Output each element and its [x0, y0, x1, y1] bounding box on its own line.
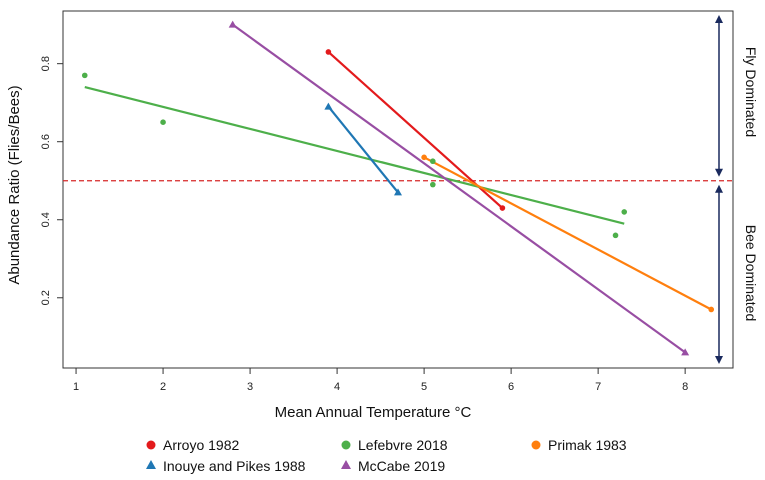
data-point-mccabe-2019 [228, 20, 237, 28]
x-tick-label: 7 [595, 381, 601, 393]
data-point-lefebvre-2018 [160, 119, 166, 125]
plot-frame [62, 10, 734, 369]
legend-label-primak-1983: Primak 1983 [548, 437, 627, 453]
x-tick-label: 5 [421, 381, 427, 393]
y-tick-label: 0.4 [40, 212, 52, 227]
x-tick-label: 8 [682, 381, 688, 393]
arrow-fly-dominated-head-down [715, 168, 723, 177]
arrow-bee-dominated-head-up [715, 184, 723, 193]
data-point-primak-1983 [421, 154, 427, 161]
y-tick-label: 0.8 [40, 56, 52, 71]
y-tick-label: 0.2 [40, 290, 52, 305]
fit-line-primak-1983 [423, 156, 712, 311]
data-point-lefebvre-2018 [430, 181, 436, 188]
legend-item-lefebvre-2018: Lefebvre 2018 [341, 437, 448, 453]
x-axis-title: Mean Annual Temperature °C [275, 404, 472, 421]
data-point-inouye-and-pikes-1988 [324, 102, 333, 110]
data-point-inouye-and-pikes-1988 [394, 188, 402, 196]
fit-line-mccabe-2019 [232, 23, 686, 354]
legend-label-mccabe-2019: McCabe 2019 [358, 458, 445, 474]
legend-item-inouye-and-pikes-1988: Inouye and Pikes 1988 [146, 458, 306, 474]
data-point-arroyo-1982 [499, 205, 506, 211]
legend-item-arroyo-1982: Arroyo 1982 [146, 437, 239, 453]
data-point-lefebvre-2018 [81, 72, 88, 79]
fly-dominated-label: Fly Dominated [743, 47, 759, 137]
legend-marker-lefebvre-2018 [341, 440, 351, 450]
arrow-bee-dominated-head-down [715, 356, 723, 364]
legend-item-mccabe-2019: McCabe 2019 [341, 458, 445, 474]
bee-dominated-label: Bee Dominated [743, 225, 759, 322]
legend-marker-inouye-and-pikes-1988 [146, 460, 156, 469]
fit-line-lefebvre-2018 [84, 86, 625, 225]
legend-item-primak-1983: Primak 1983 [531, 437, 627, 453]
legend-label-lefebvre-2018: Lefebvre 2018 [358, 437, 448, 453]
fit-line-arroyo-1982 [327, 51, 504, 209]
legend: Arroyo 1982 Lefebvre 2018 Primak 1983 In… [146, 437, 627, 474]
data-point-lefebvre-2018 [612, 232, 619, 239]
legend-marker-arroyo-1982 [146, 440, 156, 450]
data-point-lefebvre-2018 [621, 209, 628, 215]
legend-marker-primak-1983 [531, 440, 541, 450]
legend-label-arroyo-1982: Arroyo 1982 [163, 437, 239, 453]
x-tick-label: 1 [73, 381, 79, 393]
arrow-fly-dominated-head-up [715, 15, 723, 23]
x-tick-label: 6 [508, 381, 514, 393]
x-tick-label: 2 [160, 381, 166, 393]
legend-label-inouye-and-pikes-1988: Inouye and Pikes 1988 [163, 458, 306, 474]
x-tick-label: 3 [247, 381, 253, 393]
data-point-primak-1983 [708, 306, 715, 313]
data-point-mccabe-2019 [681, 348, 690, 356]
data-point-arroyo-1982 [325, 49, 332, 55]
data-point-lefebvre-2018 [430, 158, 436, 165]
fit-line-inouye-and-pikes-1988 [327, 105, 399, 194]
y-axis-title: Abundance Ratio (Flies/Bees) [6, 85, 23, 284]
x-tick-label: 4 [334, 381, 340, 393]
y-tick-label: 0.6 [40, 134, 52, 149]
legend-marker-mccabe-2019 [341, 460, 351, 469]
